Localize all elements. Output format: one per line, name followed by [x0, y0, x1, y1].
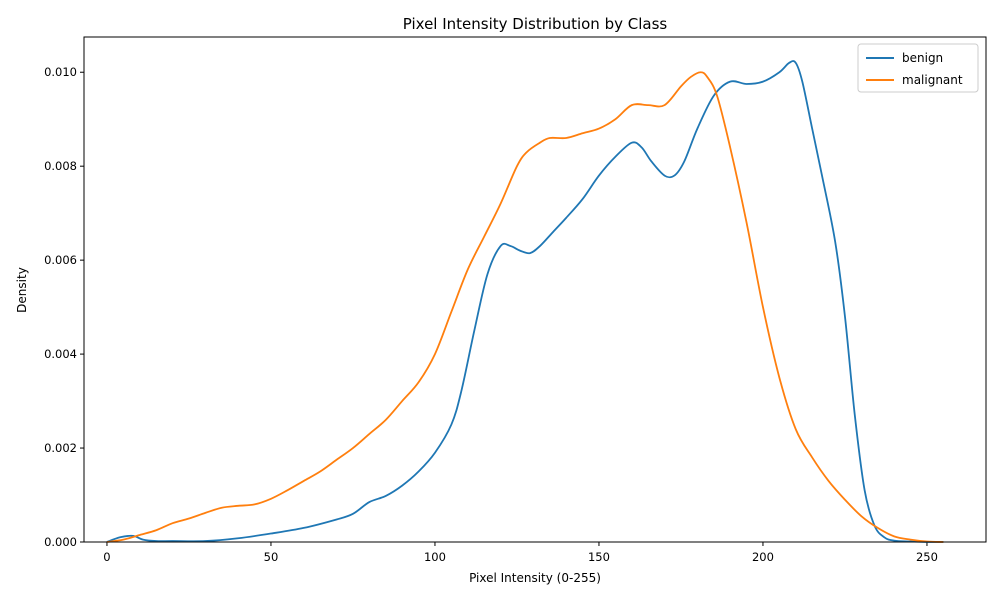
- legend: benign malignant: [857, 43, 979, 93]
- x-tick-label: 200: [752, 550, 774, 564]
- plot-frame: [83, 36, 987, 543]
- y-tick-label: 0.000: [44, 535, 77, 549]
- y-tick-label: 0.006: [44, 253, 77, 267]
- x-tick-label: 150: [588, 550, 610, 564]
- plot-area: [84, 37, 986, 542]
- y-tick-label: 0.008: [44, 159, 77, 173]
- chart-title: Pixel Intensity Distribution by Class: [403, 15, 668, 33]
- series-line-benign: [106, 60, 944, 543]
- x-tick-label: 50: [264, 550, 279, 564]
- x-tick-label: 250: [916, 550, 938, 564]
- y-tick-label: 0.002: [44, 441, 77, 455]
- series-line-malignant: [106, 71, 944, 543]
- legend-label-malignant: malignant: [902, 73, 963, 87]
- x-axis-label: Pixel Intensity (0-255): [469, 571, 601, 585]
- tick-layer: 0 50 100 150 200 250 0.000 0.002 0.004 0.006 0.008…: [44, 65, 938, 564]
- x-tick-label: 0: [103, 550, 110, 564]
- y-tick-label: 0.004: [44, 347, 77, 361]
- series-layer: [106, 60, 944, 543]
- x-tick-label: 100: [424, 550, 446, 564]
- y-tick-label: 0.010: [44, 65, 77, 79]
- y-axis-label: Density: [15, 267, 29, 313]
- legend-label-benign: benign: [902, 51, 943, 65]
